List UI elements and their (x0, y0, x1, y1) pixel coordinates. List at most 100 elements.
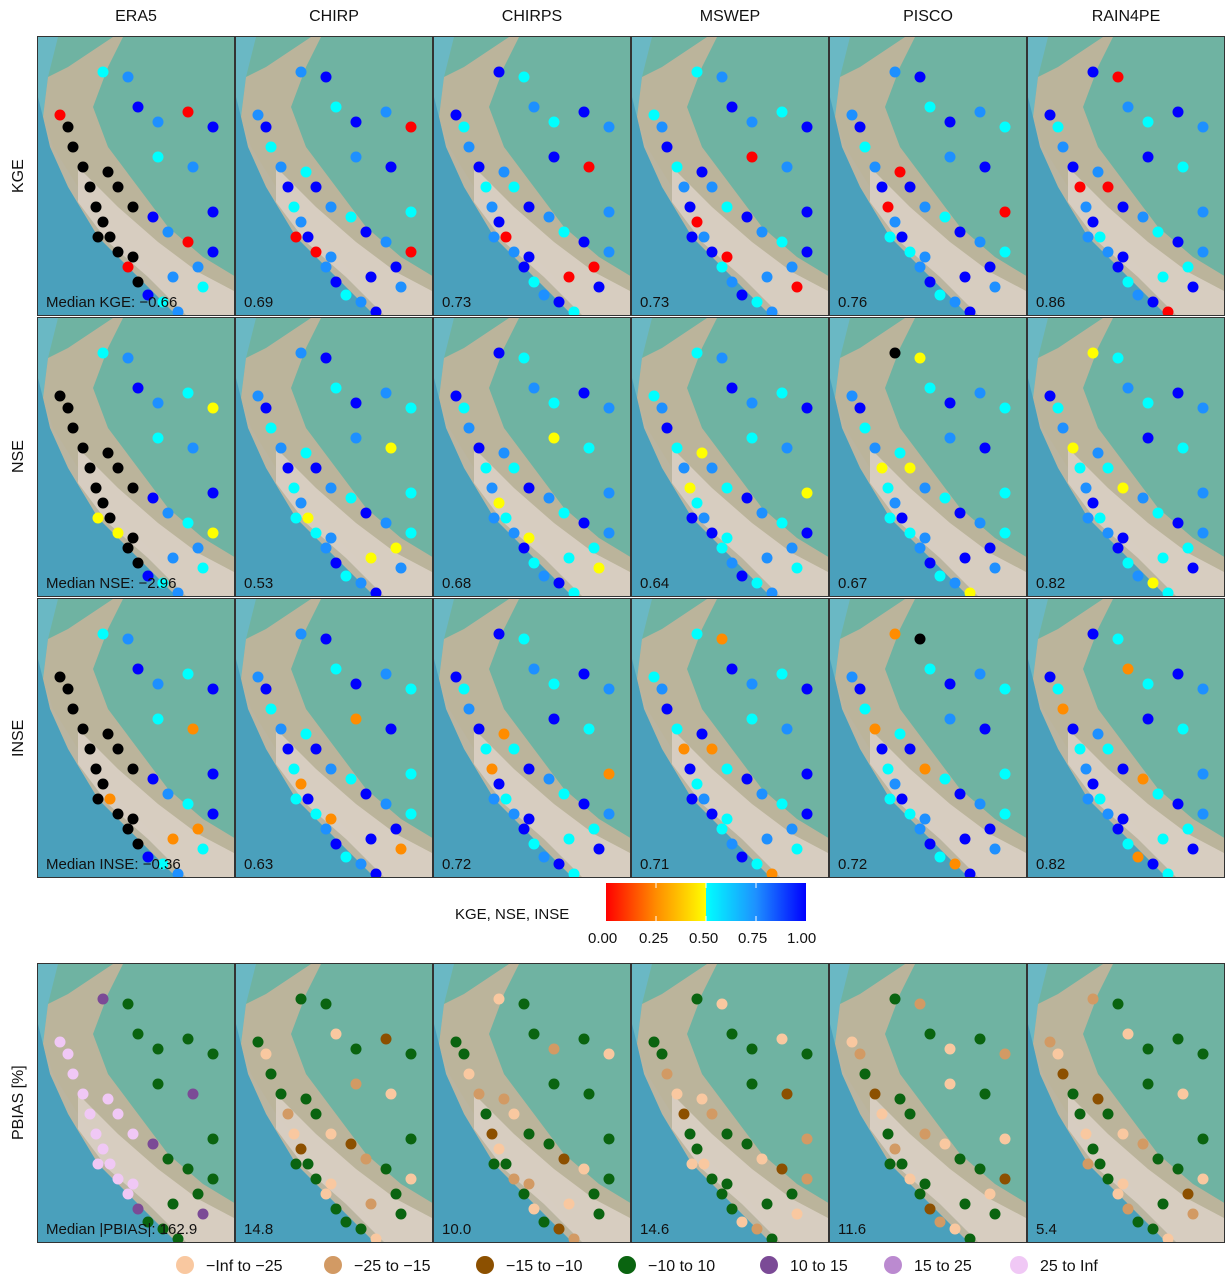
station-marker (568, 868, 580, 877)
map-svg (632, 599, 828, 877)
station-marker (869, 1088, 881, 1100)
station-marker (686, 512, 698, 524)
panel-median-value: Median KGE: −0.66 (46, 294, 178, 311)
station-marker (370, 587, 382, 596)
station-marker (360, 507, 372, 519)
station-marker (603, 768, 615, 780)
station-marker (696, 728, 708, 740)
station-marker (207, 206, 219, 218)
column-header-rain4pe: RAIN4PE (1091, 8, 1161, 25)
map-panel-pbias-mswep: 14.6 (631, 963, 829, 1243)
station-marker (508, 743, 520, 755)
station-marker (884, 793, 896, 805)
pacific-ocean (1028, 1024, 1166, 1242)
station-marker (999, 1173, 1011, 1185)
station-marker (999, 206, 1011, 218)
station-marker (949, 858, 961, 870)
panel-median-value: 0.67 (838, 575, 868, 592)
station-marker (889, 347, 901, 359)
legend-item-neg-15-10: −15 to −10 (476, 1256, 583, 1276)
station-marker (1102, 462, 1114, 474)
station-marker (578, 106, 590, 118)
pacific-ocean (830, 378, 968, 596)
station-marker (295, 497, 307, 509)
station-marker (252, 1036, 264, 1048)
station-marker (686, 793, 698, 805)
station-marker (493, 347, 505, 359)
map-svg (830, 37, 1026, 315)
station-marker (751, 577, 763, 589)
pacific-ocean (632, 659, 770, 877)
station-marker (854, 683, 866, 695)
map-svg (1028, 318, 1224, 596)
station-marker (1117, 1178, 1129, 1190)
station-marker (380, 387, 392, 399)
station-marker (1122, 276, 1134, 288)
station-marker (684, 201, 696, 213)
station-marker (480, 743, 492, 755)
station-marker (736, 289, 748, 301)
station-marker (781, 442, 793, 454)
station-marker (157, 577, 169, 589)
map-panel-pbias-chirps: 10.0 (433, 963, 631, 1243)
legend-item-25-inf: 25 to Inf (1010, 1256, 1098, 1276)
station-marker (405, 1133, 417, 1145)
station-marker (563, 271, 575, 283)
station-marker (310, 743, 322, 755)
station-marker (1197, 121, 1209, 133)
station-marker (746, 1043, 758, 1055)
map-svg (632, 37, 828, 315)
altiplano (870, 729, 1026, 877)
station-marker (1137, 211, 1149, 223)
station-marker (1112, 823, 1124, 835)
station-marker (1087, 993, 1099, 1005)
station-marker (67, 422, 79, 434)
station-marker (295, 628, 307, 640)
pacific-ocean (236, 97, 374, 315)
station-marker (882, 1128, 894, 1140)
station-marker (1137, 492, 1149, 504)
station-marker (360, 226, 372, 238)
station-marker (1147, 296, 1159, 308)
colorbar-tick-2: 0.50 (689, 930, 719, 947)
station-marker (112, 1108, 124, 1120)
station-marker (786, 261, 798, 273)
station-marker (661, 141, 673, 153)
station-marker (558, 507, 570, 519)
station-marker (1152, 226, 1164, 238)
legend-item-neg-inf-25: −Inf to −25 (176, 1256, 283, 1276)
station-marker (54, 109, 66, 121)
station-marker (147, 773, 159, 785)
station-marker (1082, 512, 1094, 524)
station-marker (603, 121, 615, 133)
map-svg (632, 964, 828, 1242)
station-marker (791, 843, 803, 855)
pacific-ocean (1028, 378, 1166, 596)
station-marker (112, 246, 124, 258)
panel-median-value: 0.72 (838, 856, 868, 873)
station-marker (999, 121, 1011, 133)
colorbar-gradient (606, 883, 806, 921)
station-marker (999, 527, 1011, 539)
station-marker (548, 1043, 560, 1055)
station-marker (1112, 352, 1124, 364)
map-panel-kge-chirp: 0.69 (235, 36, 433, 316)
map-svg (236, 964, 432, 1242)
station-marker (97, 993, 109, 1005)
legend-label: −Inf to −25 (206, 1258, 283, 1275)
station-marker (999, 768, 1011, 780)
station-marker (1117, 201, 1129, 213)
station-marker (678, 1108, 690, 1120)
station-marker (1157, 1198, 1169, 1210)
station-marker (746, 397, 758, 409)
station-marker (288, 763, 300, 775)
station-marker (142, 851, 154, 863)
station-marker (746, 713, 758, 725)
station-marker (989, 281, 1001, 293)
station-marker (876, 462, 888, 474)
station-marker (1094, 231, 1106, 243)
station-marker (458, 402, 470, 414)
station-marker (182, 1163, 194, 1175)
station-marker (1177, 1088, 1189, 1100)
station-marker (167, 552, 179, 564)
